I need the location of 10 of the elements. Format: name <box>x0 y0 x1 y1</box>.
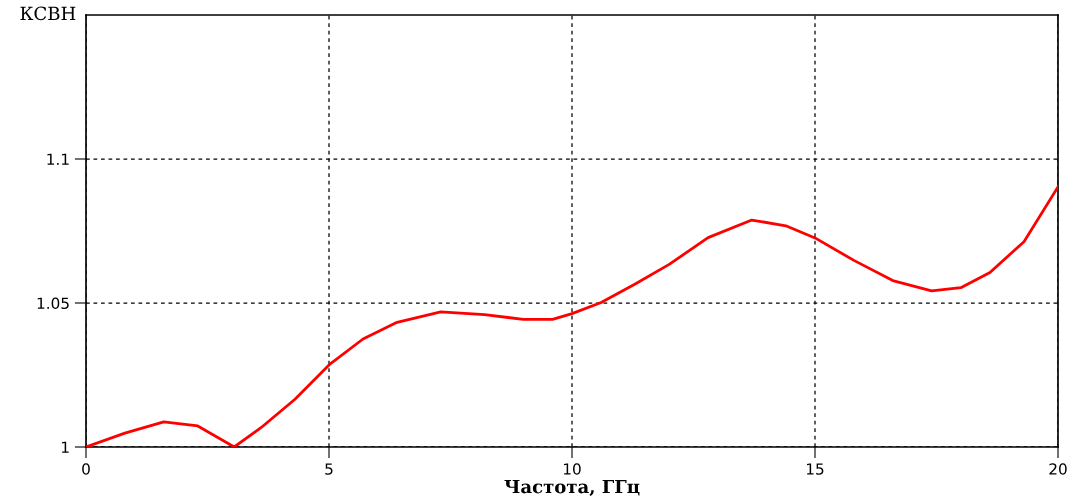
x-axis-title: Частота, ГГц <box>504 479 640 497</box>
x-tick-label: 20 <box>1049 463 1067 475</box>
x-tick-label: 10 <box>563 463 581 475</box>
x-tick-label: 0 <box>82 463 90 475</box>
y-tick-label: 1.05 <box>37 297 69 310</box>
y-tick-label: 1.1 <box>47 153 69 165</box>
y-axis-title: КСВН <box>20 6 76 21</box>
x-tick-label: 15 <box>806 463 824 475</box>
y-tick-label: 1 <box>61 441 69 453</box>
x-tick-label: 5 <box>325 463 333 475</box>
